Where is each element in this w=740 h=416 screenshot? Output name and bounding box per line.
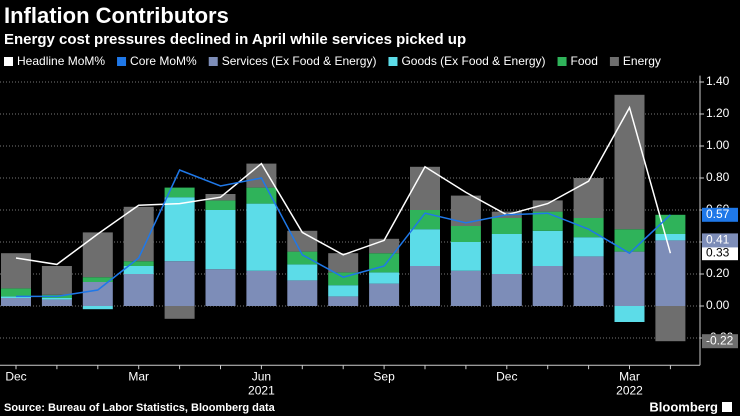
end-label-box: [702, 207, 738, 222]
bar-segment: [41, 266, 72, 295]
legend-label: Food: [571, 54, 598, 68]
bar-segment: [82, 232, 113, 278]
bar-segment: [123, 266, 154, 274]
x-tick-label: Mar: [128, 369, 149, 383]
legend-label: Energy: [623, 54, 661, 68]
x-tick-label: Jun: [252, 369, 271, 383]
bar-segment: [573, 178, 604, 218]
x-tick-label: Sep: [373, 369, 395, 383]
bar-segment: [246, 203, 277, 271]
bar-segment: [164, 306, 195, 319]
bar-segment: [287, 264, 318, 281]
bar-segment: [410, 229, 440, 266]
bar-segment: [1, 298, 31, 306]
bar-segment: [491, 234, 522, 274]
y-tick-label: 0.80: [706, 170, 730, 184]
legend-label: Goods (Ex Food & Energy): [401, 54, 545, 68]
y-tick-label: 0.00: [706, 298, 730, 312]
bar-segment: [614, 251, 645, 306]
brand-icon: [722, 402, 732, 412]
x-group-label: 2021: [248, 383, 275, 397]
bar-segment: [450, 270, 481, 306]
bar-segment: [246, 163, 277, 188]
bar-segment: [410, 166, 440, 210]
end-label-box: [702, 246, 738, 261]
source: Source: Bureau of Labor Statistics, Bloo…: [4, 402, 276, 414]
legend-label: Core MoM%: [130, 54, 197, 68]
bar-segment: [450, 242, 481, 271]
bar-segment: [614, 94, 645, 230]
bar-segment: [655, 306, 686, 342]
bar-segment: [450, 226, 481, 242]
legend-label: Headline MoM%: [17, 54, 105, 68]
bar-segment: [328, 285, 359, 297]
end-label-box: [702, 334, 738, 349]
bar-segment: [164, 197, 195, 262]
bar-segment: [82, 282, 113, 306]
bar-segment: [328, 296, 359, 306]
bar-segment: [614, 229, 645, 252]
bar-segment: [369, 272, 400, 284]
y-tick-label: 1.20: [706, 106, 730, 120]
bar-segment: [246, 270, 277, 306]
bar-segment: [655, 240, 686, 306]
chart-title: Inflation Contributors: [4, 3, 229, 28]
brand: Bloomberg: [649, 399, 718, 414]
bar-segment: [573, 237, 604, 257]
bar-segment: [205, 210, 236, 270]
legend-swatch: [388, 57, 398, 66]
bar-segment: [532, 211, 563, 231]
legend-swatch: [4, 57, 13, 66]
line: [15, 105, 672, 266]
line: [16, 169, 671, 298]
bar-segment: [164, 261, 195, 306]
x-group-label: 2022: [616, 383, 643, 397]
bar-segment: [205, 269, 236, 306]
y-tick-label: 1.40: [706, 74, 730, 88]
bar-segment: [82, 306, 113, 310]
y-tick-label: 1.00: [706, 138, 730, 152]
bar-segment: [1, 288, 31, 297]
bar-segment: [164, 187, 195, 198]
legend-swatch: [609, 57, 619, 66]
bar-segment: [532, 200, 563, 212]
x-tick-label: Dec: [5, 369, 26, 383]
bar-segment: [287, 251, 318, 265]
bar-segment: [369, 283, 400, 306]
legend-swatch: [208, 57, 218, 66]
chart-subtitle: Energy cost pressures declined in April …: [4, 31, 466, 48]
bar-segment: [532, 266, 563, 306]
bar-segment: [573, 256, 604, 306]
bar-segment: [1, 296, 31, 298]
y-tick-label: 0.20: [706, 266, 730, 280]
end-label: 0.33: [706, 245, 730, 259]
x-tick-label: Mar: [619, 369, 640, 383]
end-label: 0.57: [706, 207, 730, 221]
legend-label: Services (Ex Food & Energy): [222, 54, 377, 68]
legend-swatch: [557, 57, 567, 66]
bar-segment: [123, 261, 154, 266]
legend-swatch: [117, 57, 127, 66]
bar-segment: [123, 206, 154, 262]
end-label: 0.41: [706, 233, 730, 247]
bar-segment: [82, 277, 113, 282]
bar-segment: [41, 299, 72, 306]
bar-segment: [491, 274, 522, 306]
bar-segment: [532, 230, 563, 266]
bar-segment: [41, 298, 72, 300]
bar-segment: [410, 266, 440, 306]
bar-segment: [614, 306, 645, 322]
bar-segment: [246, 187, 277, 204]
bar-segment: [123, 274, 154, 306]
bar-segment: [573, 218, 604, 238]
bar-segment: [205, 200, 236, 210]
bar-segment: [491, 218, 522, 234]
bar-segment: [287, 280, 318, 306]
bar-segment: [655, 234, 686, 241]
bar-segment: [328, 253, 359, 273]
end-label: -0.22: [706, 333, 734, 347]
x-tick-label: Dec: [496, 369, 517, 383]
end-label-box: [702, 233, 738, 248]
